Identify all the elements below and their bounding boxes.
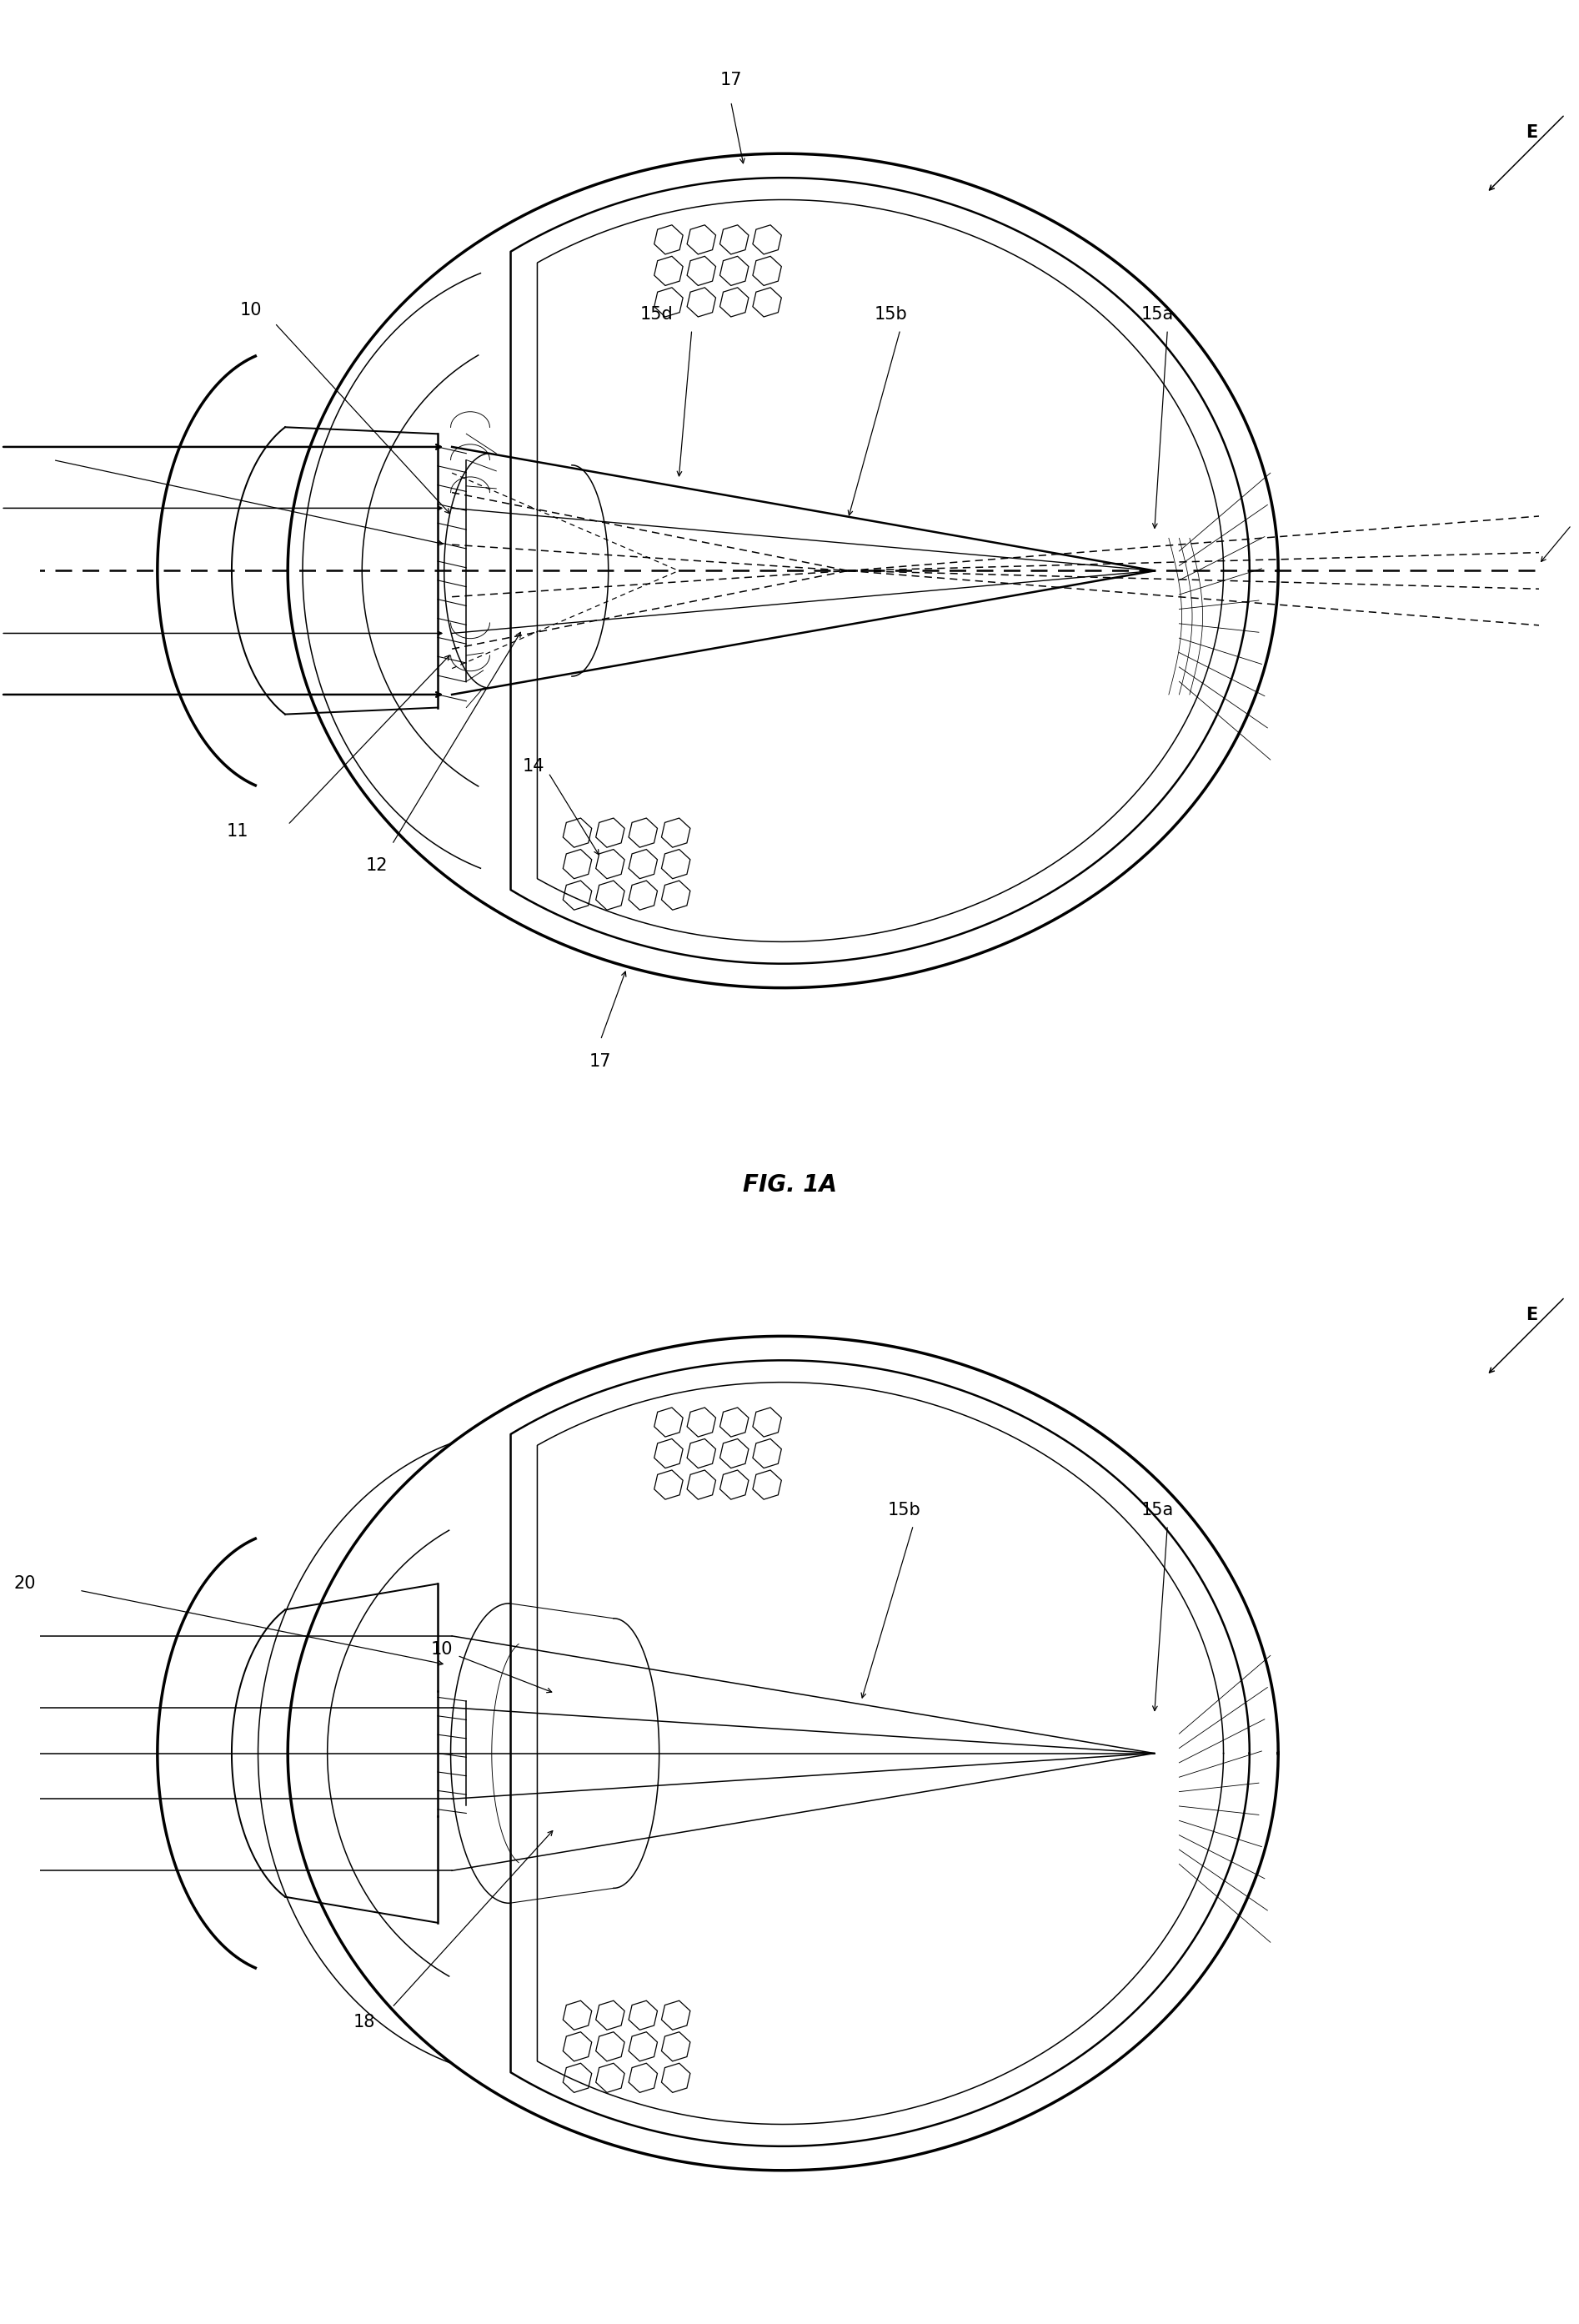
Text: 10: 10 [240,302,262,318]
Text: 15b: 15b [875,307,908,323]
Text: 20: 20 [14,1576,36,1592]
Text: 18: 18 [354,2015,374,2031]
Text: 14: 14 [523,758,545,774]
Text: 17: 17 [589,1053,611,1069]
Text: E: E [1525,1306,1538,1322]
Text: 11: 11 [226,823,248,839]
Text: 15a: 15a [1142,1501,1175,1518]
Text: 12: 12 [366,858,388,874]
Text: 10: 10 [431,1641,453,1657]
Text: 15d: 15d [639,307,673,323]
Text: 15a: 15a [1142,307,1175,323]
Text: 17: 17 [720,72,742,88]
Text: FIG. 1A: FIG. 1A [742,1174,837,1197]
Text: 15b: 15b [887,1501,921,1518]
Text: E: E [1525,123,1538,139]
